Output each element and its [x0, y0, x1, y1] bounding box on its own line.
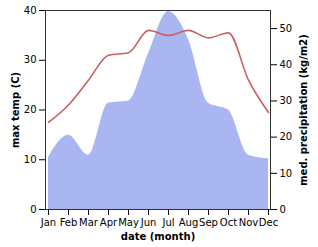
- svg-text:10: 10: [24, 154, 37, 165]
- svg-text:0: 0: [30, 204, 36, 215]
- svg-text:20: 20: [280, 131, 293, 142]
- svg-text:Dec: Dec: [259, 217, 278, 228]
- svg-text:May: May: [118, 217, 139, 228]
- svg-text:50: 50: [280, 23, 293, 34]
- svg-text:Nov: Nov: [239, 217, 259, 228]
- svg-text:40: 40: [24, 5, 37, 16]
- svg-text:Feb: Feb: [60, 217, 78, 228]
- svg-text:20: 20: [24, 104, 37, 115]
- svg-text:max temp (C): max temp (C): [10, 72, 21, 148]
- svg-text:40: 40: [280, 59, 293, 70]
- svg-text:Jun: Jun: [140, 217, 157, 228]
- svg-text:0: 0: [280, 204, 286, 215]
- svg-text:Jan: Jan: [40, 217, 56, 228]
- svg-text:10: 10: [280, 168, 293, 179]
- svg-text:30: 30: [24, 54, 37, 65]
- svg-text:Apr: Apr: [100, 217, 118, 228]
- svg-text:med. precipitation (kg/m2): med. precipitation (kg/m2): [298, 34, 309, 186]
- svg-text:date (month): date (month): [121, 231, 195, 242]
- svg-text:Sep: Sep: [199, 217, 218, 228]
- svg-text:Mar: Mar: [79, 217, 99, 228]
- svg-text:Aug: Aug: [179, 217, 199, 228]
- svg-text:Oct: Oct: [220, 217, 237, 228]
- svg-text:Jul: Jul: [161, 217, 174, 228]
- svg-text:30: 30: [280, 95, 293, 106]
